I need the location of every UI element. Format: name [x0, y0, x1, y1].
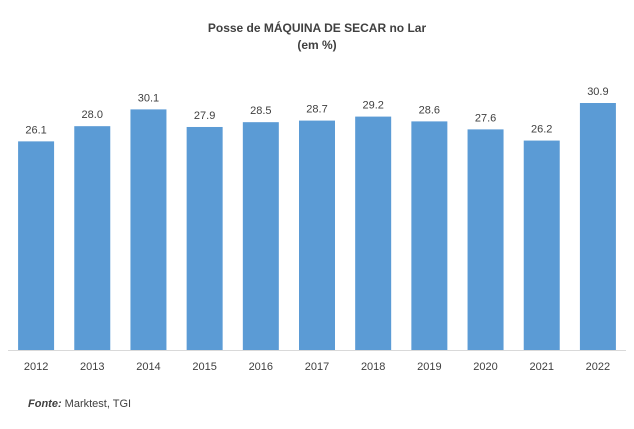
x-tick-label-2018: 2018	[361, 361, 385, 373]
data-label-2015: 27.9	[194, 110, 215, 122]
x-tick-label-2013: 2013	[80, 361, 104, 373]
data-label-2014: 30.1	[138, 92, 159, 104]
bar-2021	[523, 140, 560, 350]
bar-2019	[411, 121, 448, 350]
data-label-2017: 28.7	[306, 104, 327, 116]
bar-2015	[186, 126, 223, 350]
chart-title: Posse de MÁQUINA DE SECAR no Lar	[207, 21, 427, 35]
chart-subtitle: (em %)	[297, 38, 337, 52]
source-note: Fonte: Marktest, TGI	[28, 398, 131, 410]
x-tick-label-2015: 2015	[192, 361, 216, 373]
bar-2016	[242, 122, 279, 351]
data-label-2021: 26.2	[531, 124, 552, 136]
x-tick-label-2019: 2019	[417, 361, 441, 373]
bar-2013	[74, 126, 111, 351]
bar-2018	[355, 116, 392, 350]
bar-2012	[18, 141, 55, 350]
data-label-2013: 28.0	[82, 109, 103, 121]
source-label: Fonte:	[28, 398, 62, 410]
data-label-2022: 30.9	[587, 86, 608, 98]
data-label-2019: 28.6	[419, 104, 440, 116]
data-label-2016: 28.5	[250, 105, 271, 117]
x-tick-label-2022: 2022	[586, 361, 610, 373]
bar-2022	[579, 103, 616, 350]
x-tick-label-2012: 2012	[24, 361, 48, 373]
bar-2020	[467, 129, 504, 350]
x-tick-label-2021: 2021	[529, 361, 553, 373]
data-label-2012: 26.1	[25, 124, 46, 136]
x-tick-label-2016: 2016	[249, 361, 273, 373]
x-tick-label-2014: 2014	[136, 361, 160, 373]
x-tick-label-2020: 2020	[473, 361, 497, 373]
data-label-2020: 27.6	[475, 112, 496, 124]
bar-2017	[299, 120, 335, 350]
x-tick-label-2017: 2017	[305, 361, 329, 373]
data-label-2018: 29.2	[362, 100, 383, 112]
source-text: Marktest, TGI	[61, 398, 132, 410]
bar-2014	[130, 109, 167, 350]
